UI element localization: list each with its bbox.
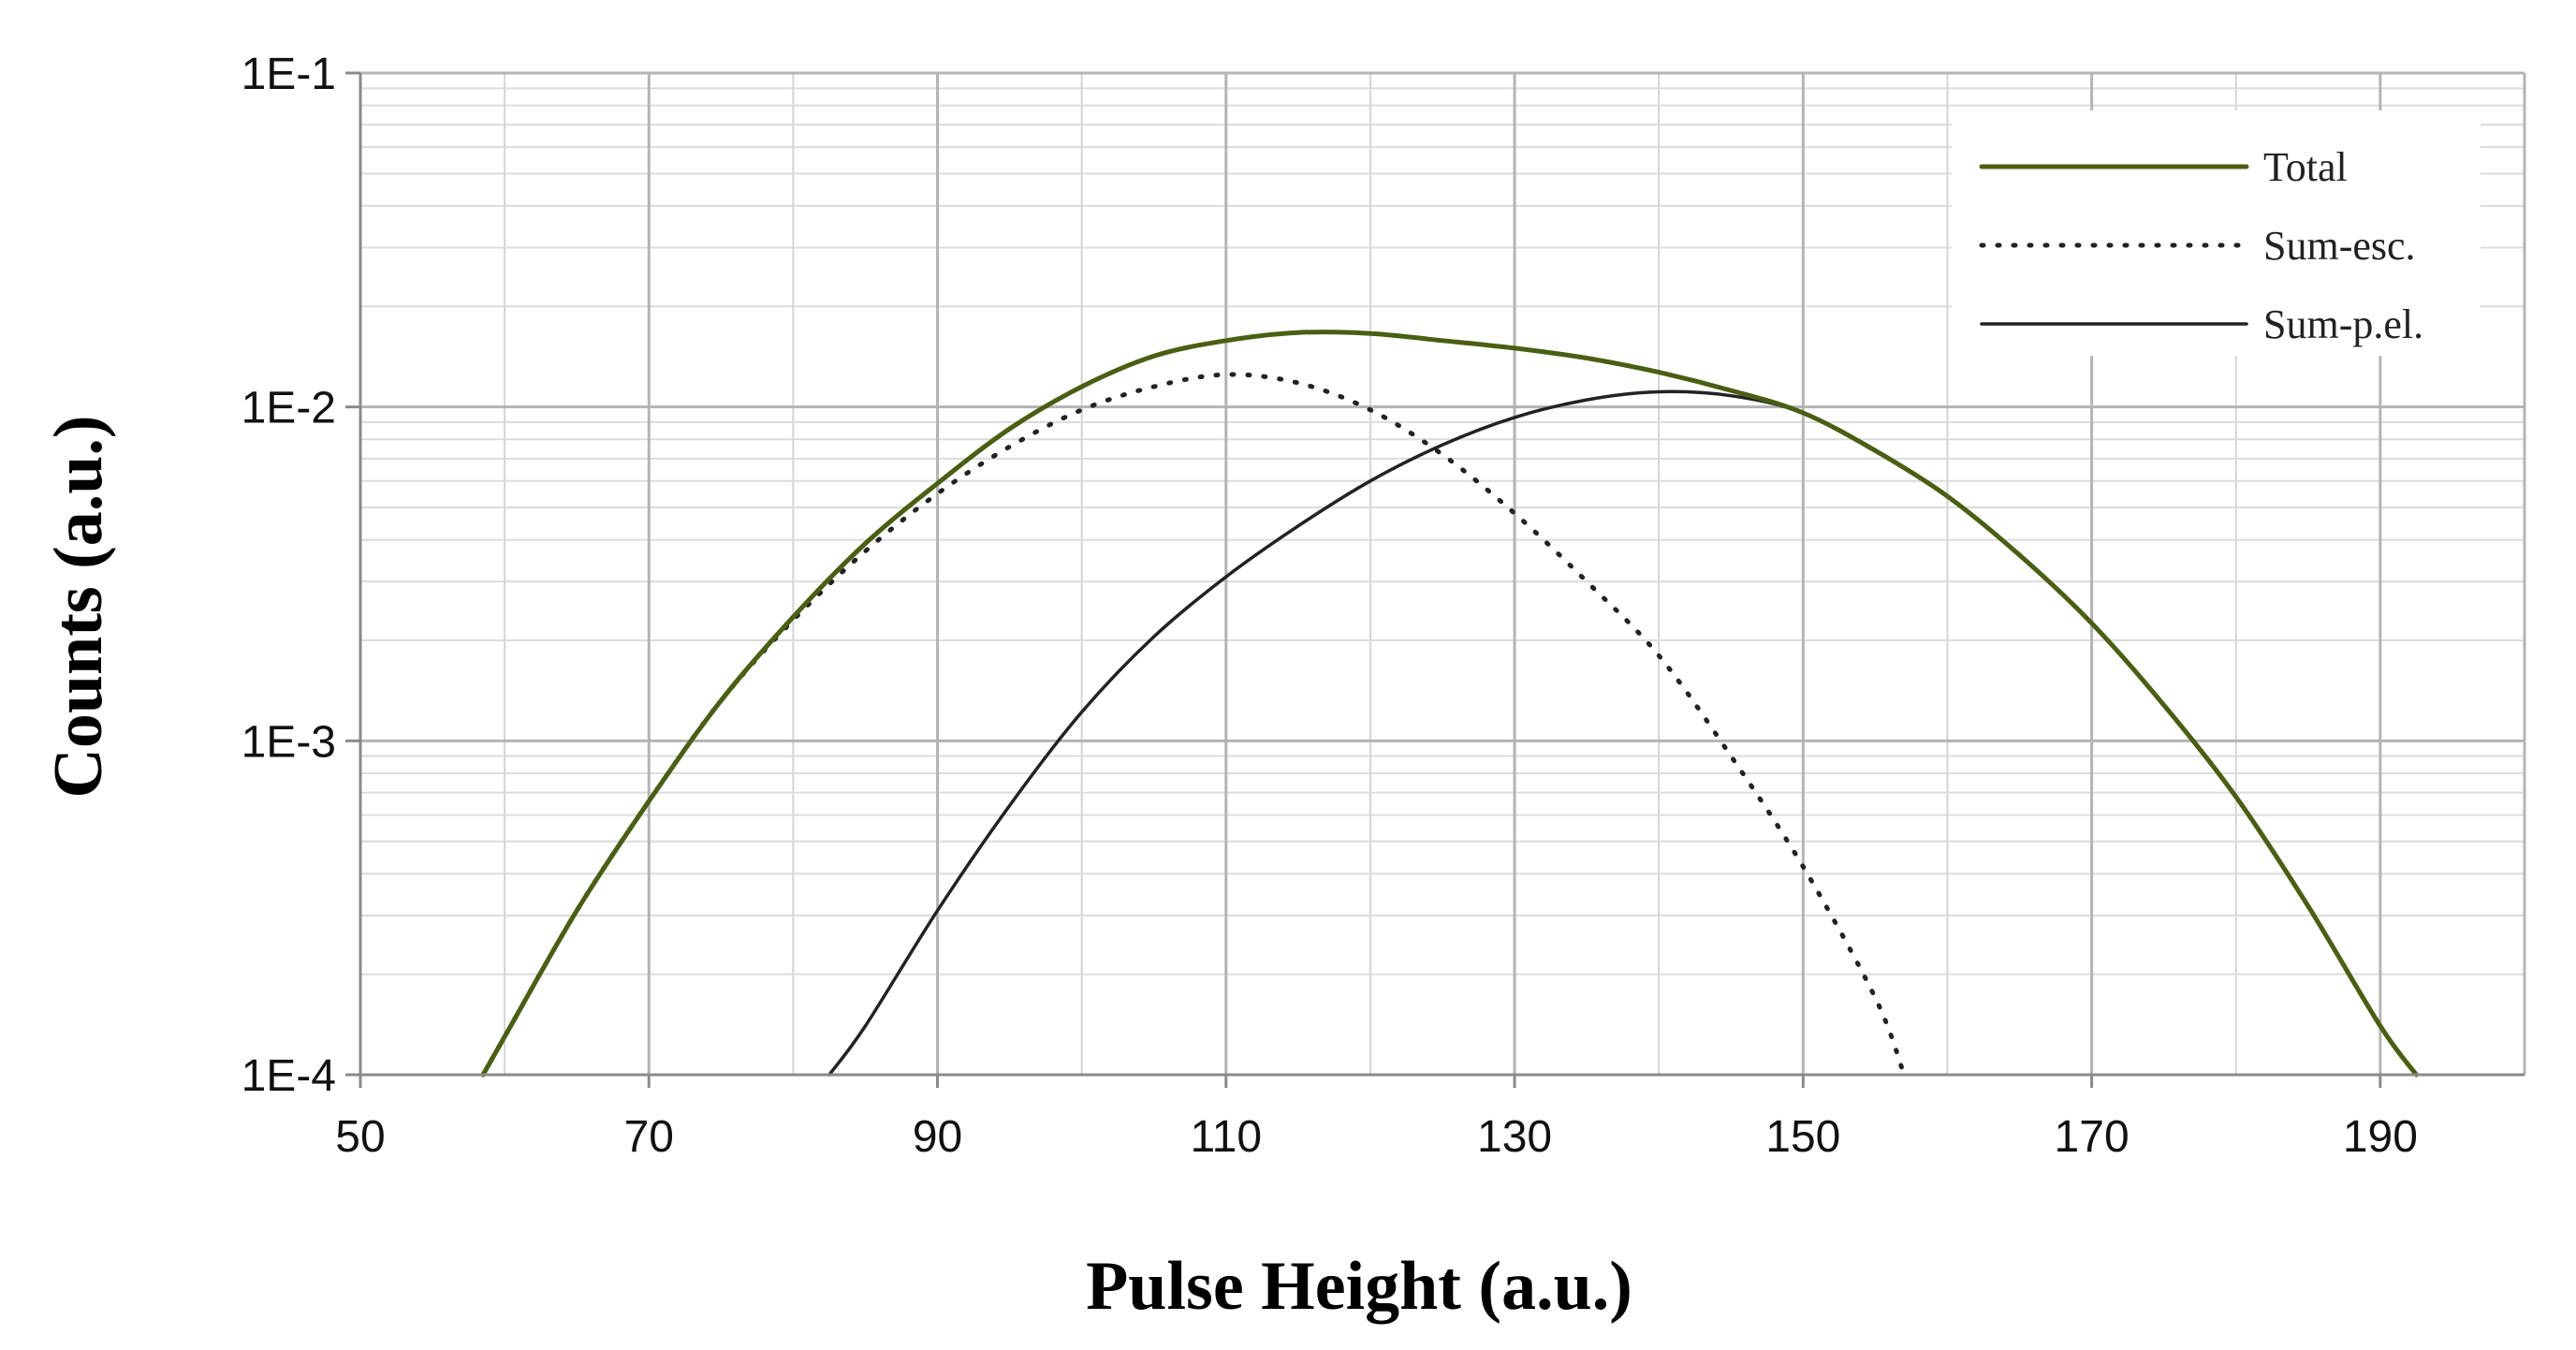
legend-box <box>1952 110 2481 356</box>
series-layer <box>480 330 2419 1078</box>
x-axis-ticks: 50 70 90 110 130 150 170 190 <box>335 1075 2418 1162</box>
legend-label: Sum-esc. <box>2263 223 2416 269</box>
y-tick-label: 1E-1 <box>242 50 336 99</box>
x-tick-label: 150 <box>1765 1112 1840 1162</box>
x-tick-label: 130 <box>1477 1112 1552 1162</box>
y-axis-ticks: 1E-4 1E-3 1E-2 1E-1 <box>242 50 360 1101</box>
legend: Total Sum-esc. Sum-p.el. <box>1952 110 2481 356</box>
x-axis-title: Pulse Height (a.u.) <box>1086 1248 1632 1325</box>
y-tick-label: 1E-3 <box>242 717 336 767</box>
y-tick-label: 1E-2 <box>242 384 336 433</box>
legend-label: Total <box>2263 144 2348 190</box>
y-axis-title: Counts (a.u.) <box>40 415 117 798</box>
axes <box>359 73 2525 1077</box>
x-tick-label: 170 <box>2055 1112 2130 1162</box>
x-tick-label: 90 <box>913 1112 962 1162</box>
x-tick-label: 50 <box>335 1112 385 1162</box>
y-tick-label: 1E-4 <box>242 1051 336 1101</box>
x-tick-label: 70 <box>624 1112 674 1162</box>
x-tick-label: 190 <box>2343 1112 2418 1162</box>
series-line-total <box>480 330 2419 1078</box>
x-tick-label: 110 <box>1191 1112 1263 1162</box>
legend-label: Sum-p.el. <box>2263 301 2423 347</box>
